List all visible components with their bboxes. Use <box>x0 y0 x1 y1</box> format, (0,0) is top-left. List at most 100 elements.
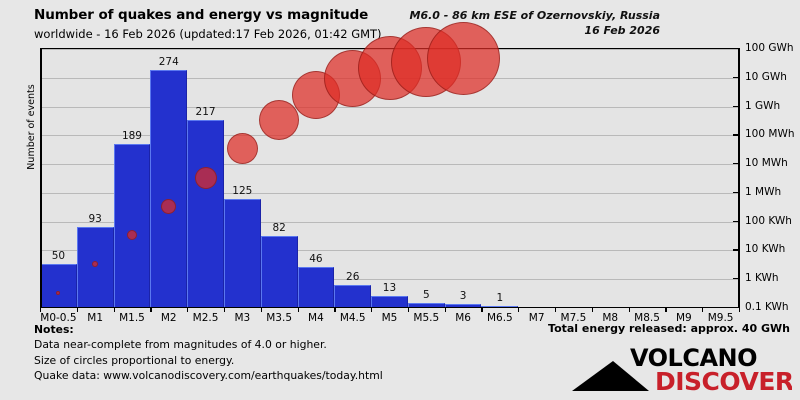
bar-value-label: 50 <box>51 249 66 262</box>
plot-area: Number of events <box>26 48 739 307</box>
chart-subtitle: worldwide - 16 Feb 2026 (updated:17 Feb … <box>34 27 382 41</box>
gridline <box>40 221 739 223</box>
x-tick <box>334 307 336 312</box>
page-title: Number of quakes and energy vs magnitude <box>34 7 369 23</box>
y-tick-label-right: 10 MWh <box>745 157 788 170</box>
y-tick-label-right: 1 MWh <box>745 185 782 198</box>
y-axis-right <box>738 48 740 307</box>
y-tick-label-right: 10 KWh <box>745 243 786 256</box>
y-tick-right <box>733 191 740 194</box>
energy-circle <box>126 230 137 241</box>
energy-circle <box>426 22 500 96</box>
x-axis <box>40 306 739 308</box>
bar <box>187 119 224 307</box>
bar <box>371 295 408 307</box>
x-tick-label: M9.5 <box>707 312 734 324</box>
energy-circle <box>91 260 99 268</box>
bar-value-label: 13 <box>382 281 397 294</box>
x-tick <box>739 307 741 312</box>
gridline <box>40 279 739 281</box>
bar <box>40 263 77 307</box>
bar <box>481 305 519 307</box>
bar <box>334 284 372 307</box>
svg-text:VOLCANO: VOLCANO <box>630 345 757 372</box>
x-tick <box>187 307 189 312</box>
y-tick-right <box>733 105 740 107</box>
y-tick-right <box>733 278 740 280</box>
notes-line-3: Quake data: www.volcanodiscovery.com/ear… <box>34 368 383 382</box>
notes-line-1: Data near-complete from magnitudes of 4.… <box>34 338 327 352</box>
bar-value-label: 46 <box>309 253 323 266</box>
x-tick <box>76 307 78 312</box>
notes-block: Notes: Data near-complete from magnitude… <box>34 322 383 383</box>
y-tick-right <box>733 220 740 222</box>
y-axis-label-left: Number of events <box>26 84 37 170</box>
y-tick-label-right: 100 GWh <box>745 42 794 54</box>
x-tick <box>444 307 446 312</box>
x-tick <box>555 307 557 312</box>
x-tick <box>628 307 630 312</box>
y-axis-left <box>40 48 42 307</box>
x-tick-label: M3 <box>234 312 251 324</box>
y-tick-label-right: 100 MWh <box>745 128 795 141</box>
bar <box>407 302 445 307</box>
x-tick-label: M0-0.5 <box>40 312 77 324</box>
x-tick <box>665 307 667 312</box>
bar-value-label: 189 <box>121 129 142 142</box>
notes-line-2: Size of circles proportional to energy. <box>34 353 235 367</box>
y-tick-right <box>733 307 740 309</box>
x-tick-label: M5.5 <box>413 312 440 324</box>
bar-value-label: 93 <box>88 212 102 225</box>
x-tick-label: M7 <box>528 312 545 324</box>
x-tick-label: M4.5 <box>339 312 366 324</box>
annotation-line-1: M6.0 - 86 km ESE of Ozernovskiy, Russia <box>409 9 661 22</box>
energy-circle <box>161 198 177 214</box>
x-tick <box>150 307 152 312</box>
x-tick-label: M3.5 <box>266 312 293 324</box>
x-tick <box>518 307 520 312</box>
x-tick-label: M1 <box>87 312 104 324</box>
bar <box>260 236 298 307</box>
notes-heading: Notes: <box>34 323 74 336</box>
bar <box>297 267 335 307</box>
x-tick <box>223 307 226 312</box>
energy-circle <box>56 290 61 295</box>
bar <box>150 70 188 307</box>
energy-circle <box>259 99 300 140</box>
x-tick-label: M8.5 <box>634 312 660 324</box>
x-tick <box>260 307 262 312</box>
y-tick-label-right: 0.1 KWh <box>745 301 789 313</box>
x-tick-label: M5 <box>381 312 398 324</box>
x-tick-label: M9 <box>675 312 692 324</box>
gridline <box>40 250 739 252</box>
bar-value-label: 274 <box>158 56 179 69</box>
gridline <box>40 106 739 108</box>
x-tick-label: M1.5 <box>119 312 145 324</box>
largest-quake-annotation: M6.0 - 86 km ESE of Ozernovskiy, Russia … <box>330 8 661 38</box>
x-tick-label: M7.5 <box>560 312 587 324</box>
x-tick <box>481 307 483 312</box>
bar-value-label: 3 <box>459 290 467 303</box>
bar <box>223 199 261 307</box>
bar-value-label: 5 <box>422 288 430 301</box>
x-tick <box>702 307 704 312</box>
gridline <box>40 164 739 166</box>
x-tick <box>297 307 299 312</box>
energy-circle <box>194 166 217 189</box>
bar-value-label: 26 <box>346 270 360 283</box>
x-tick <box>591 307 594 312</box>
x-tick <box>371 307 373 312</box>
volcanodiscovery-logo[interactable]: VOLCANO DISCOVERY <box>567 345 792 395</box>
x-tick <box>40 307 42 312</box>
x-tick <box>113 307 115 312</box>
gridline <box>40 135 739 137</box>
gridline <box>40 192 739 194</box>
y-tick-label-right: 1 KWh <box>745 272 779 285</box>
bar-value-label: 217 <box>195 105 216 118</box>
bar-value-label: 125 <box>232 185 253 198</box>
y-tick-label-right: 10 GWh <box>745 70 787 83</box>
bar-value-label: 82 <box>272 222 286 235</box>
y-tick-right <box>733 249 740 251</box>
y-tick-label-right: 100 KWh <box>745 214 792 227</box>
